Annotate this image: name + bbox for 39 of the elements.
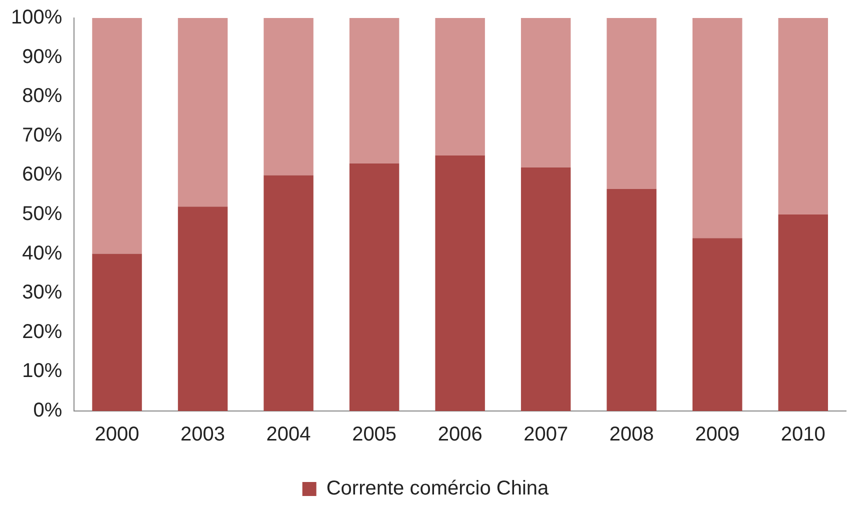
x-tick-label: 2005 xyxy=(352,424,397,446)
x-tick-label: 2010 xyxy=(780,424,826,446)
bar xyxy=(435,18,485,156)
bar xyxy=(435,156,485,411)
legend-label: Corrente comércio China xyxy=(326,478,550,500)
bar xyxy=(520,167,571,411)
bar xyxy=(92,18,142,254)
bar xyxy=(92,254,142,411)
bar xyxy=(349,18,400,164)
bar xyxy=(606,18,656,189)
y-tick-label: 100% xyxy=(10,6,62,29)
y-tick-label: 20% xyxy=(22,320,62,343)
x-tick-label: 2009 xyxy=(695,424,740,446)
x-tick-label: 2007 xyxy=(524,424,568,446)
y-tick-label: 60% xyxy=(22,164,62,186)
y-tick-label: 80% xyxy=(22,85,62,108)
bar xyxy=(520,18,571,168)
bar xyxy=(178,206,228,411)
x-tick-label: 2000 xyxy=(94,424,140,446)
y-tick-label: 50% xyxy=(22,203,62,226)
y-tick-label: 40% xyxy=(22,242,62,264)
bar xyxy=(692,238,742,411)
y-tick-label: 90% xyxy=(22,46,62,68)
y-tick-label: 70% xyxy=(22,124,62,146)
bar xyxy=(264,175,314,411)
bar xyxy=(778,214,828,411)
bar xyxy=(264,18,314,176)
bar xyxy=(349,163,400,411)
y-tick-label: 0% xyxy=(33,400,62,422)
x-tick-label: 2004 xyxy=(266,424,311,446)
x-tick-label: 2006 xyxy=(438,424,482,446)
y-tick-label: 30% xyxy=(22,282,62,304)
x-tick-label: 2008 xyxy=(609,424,654,446)
x-tick-label: 2003 xyxy=(180,424,226,446)
bar xyxy=(606,188,656,411)
bar xyxy=(778,18,828,214)
bar xyxy=(178,18,228,207)
y-tick-label: 10% xyxy=(22,360,62,382)
bar xyxy=(692,18,742,238)
